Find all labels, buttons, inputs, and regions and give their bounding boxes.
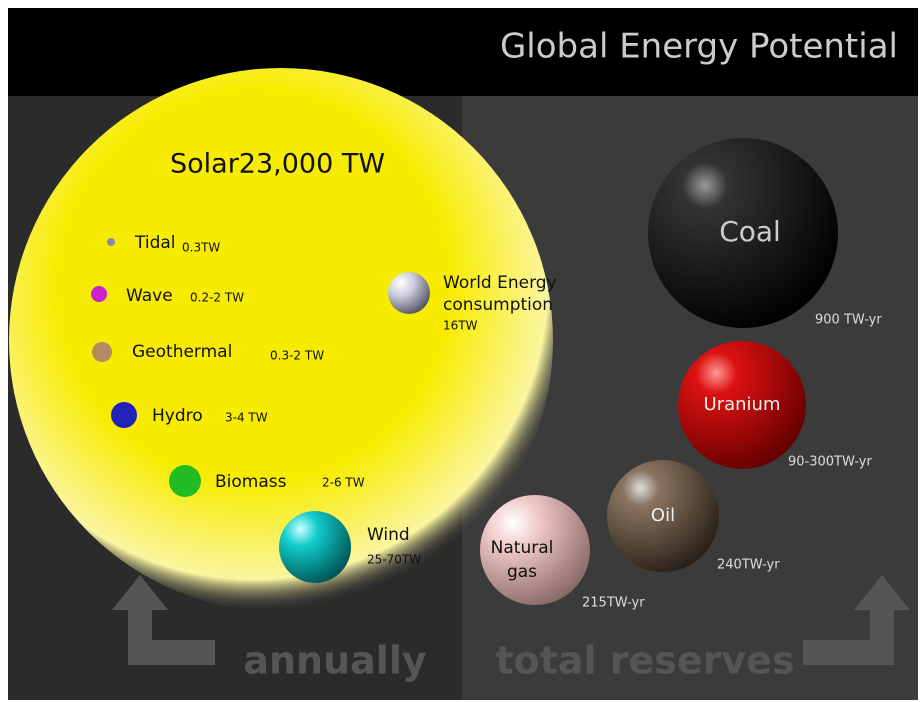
hydro-dot [111,402,137,428]
biomass-dot [169,465,201,497]
solar-label: Solar23,000 TW [170,149,385,180]
reserve-amount: 215TW-yr [582,596,645,611]
title-bar [8,8,918,96]
sun [9,68,553,612]
oil-ball [607,460,719,572]
footer-left: annually [243,639,426,683]
source-label: Tidal [134,233,176,253]
reserve-amount: 900 TW-yr [815,313,882,328]
reserve-amount: 240TW-yr [717,558,780,573]
uranium-ball [678,341,806,469]
arrow-right [803,575,910,665]
consumption-amount: 16TW [443,319,478,333]
consumption-label: World Energy [443,273,557,293]
source-amount: 0.2-2 TW [190,291,244,305]
coal-ball [648,138,838,328]
source-amount: 2-6 TW [322,476,365,490]
wind-dot [279,511,351,583]
reserve-label: Natural [491,538,554,558]
reserve-label: gas [507,562,537,582]
wave-dot [91,286,107,302]
source-amount: 0.3-2 TW [270,349,324,363]
title: Global Energy Potential [500,27,898,67]
source-label: Hydro [152,406,203,426]
source-amount: 0.3TW [182,241,220,255]
consumption-label: consumption [443,295,553,315]
arrow-left [112,575,215,665]
reserve-label: Coal [719,215,781,248]
source-label: Wave [126,286,173,306]
reserve-label: Oil [651,505,675,526]
reserve-amount: 90-300TW-yr [788,455,872,470]
source-label: Biomass [215,472,287,492]
source-amount: 3-4 TW [225,411,268,425]
geothermal-dot [92,342,112,362]
consumption-dot [388,272,430,314]
tidal-dot [107,238,115,246]
gas-ball [480,495,590,605]
source-label: Geothermal [132,342,232,362]
source-label: Wind [367,525,410,545]
source-amount: 25-70TW [367,553,421,567]
footer-right: total reserves [495,639,794,683]
reserve-label: Uranium [704,394,781,415]
